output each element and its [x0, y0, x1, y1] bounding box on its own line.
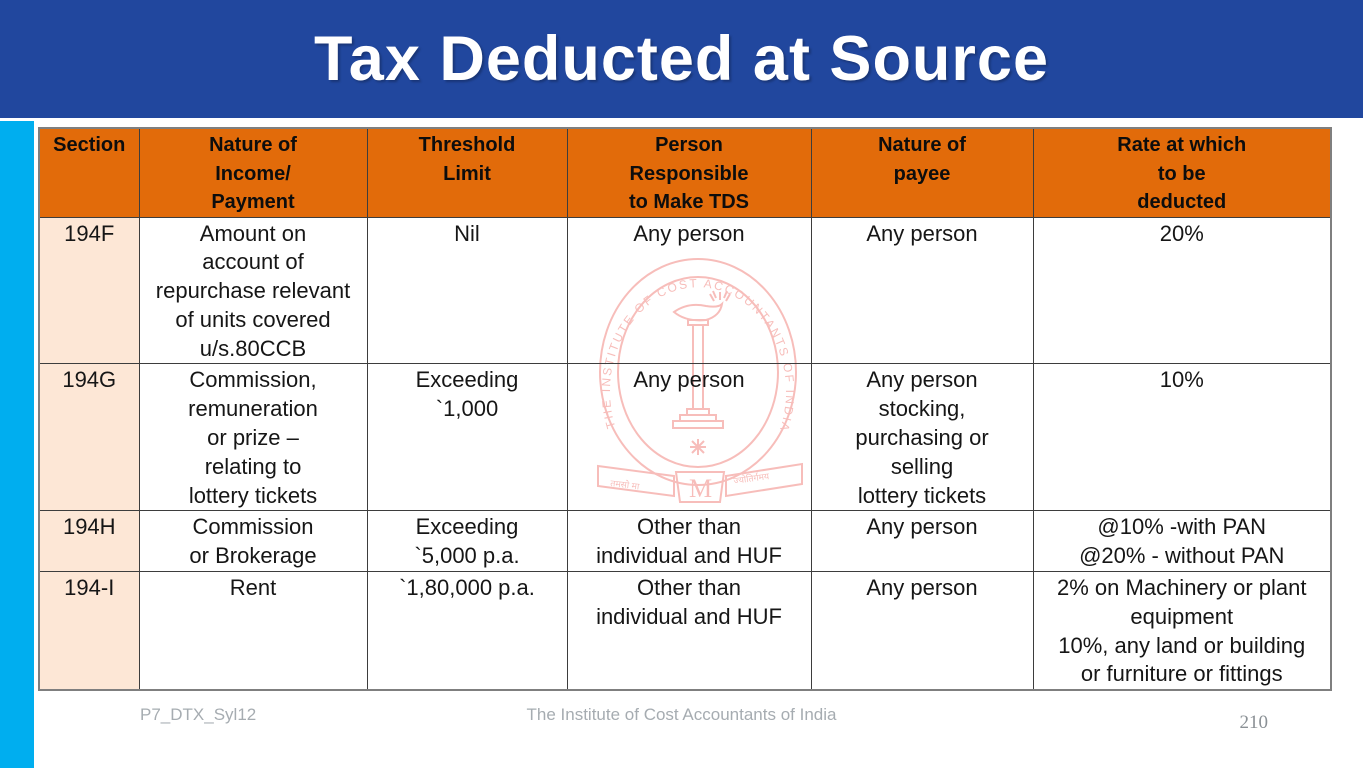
title-banner: Tax Deducted at Source	[0, 0, 1363, 118]
column-header-threshold-limit: Threshold Limit	[366, 127, 568, 218]
section-cell: 194G	[38, 363, 140, 512]
table-row: 194-I Rent `1,80,000 p.a. Other than ind…	[38, 571, 1332, 691]
rate-cell: 10%	[1032, 363, 1332, 512]
person-responsible-cell: Any person	[566, 216, 812, 365]
rate-cell: @10% -with PAN @20% - without PAN	[1032, 510, 1332, 573]
nature-of-payee-cell: Any person	[810, 216, 1034, 365]
section-cell: 194F	[38, 216, 140, 365]
tds-table: Section Nature of Income/ Payment Thresh…	[38, 127, 1332, 692]
section-cell: 194H	[38, 510, 140, 573]
threshold-limit-cell: Nil	[366, 216, 568, 365]
table-row: 194F Amount on account of repurchase rel…	[38, 216, 1332, 365]
column-header-person-responsible: Person Responsible to Make TDS	[566, 127, 812, 218]
nature-of-payee-cell: Any person	[810, 510, 1034, 573]
nature-of-income-cell: Amount on account of repurchase relevant…	[138, 216, 368, 365]
nature-of-income-cell: Rent	[138, 571, 368, 691]
tds-table-container: Section Nature of Income/ Payment Thresh…	[38, 127, 1332, 692]
nature-of-income-cell: Commission, remuneration or prize – rela…	[138, 363, 368, 512]
slide-title: Tax Deducted at Source	[313, 24, 1050, 94]
threshold-limit-cell: Exceeding `1,000	[366, 363, 568, 512]
nature-of-income-cell: Commission or Brokerage	[138, 510, 368, 573]
table-header-row: Section Nature of Income/ Payment Thresh…	[38, 127, 1332, 218]
section-cell: 194-I	[38, 571, 140, 691]
threshold-limit-cell: `1,80,000 p.a.	[366, 571, 568, 691]
column-header-section: Section	[38, 127, 140, 218]
column-header-nature-of-income: Nature of Income/ Payment	[138, 127, 368, 218]
column-header-nature-of-payee: Nature of payee	[810, 127, 1034, 218]
footer-course-code: P7_DTX_Syl12	[140, 705, 257, 724]
threshold-limit-cell: Exceeding `5,000 p.a.	[366, 510, 568, 573]
accent-stripe	[0, 121, 34, 768]
table-row: 194G Commission, remuneration or prize –…	[38, 363, 1332, 512]
person-responsible-cell: Other than individual and HUF	[566, 510, 812, 573]
rate-cell: 20%	[1032, 216, 1332, 365]
person-responsible-cell: Other than individual and HUF	[566, 571, 812, 691]
nature-of-payee-cell: Any person stocking, purchasing or selli…	[810, 363, 1034, 512]
person-responsible-cell: Any person	[566, 363, 812, 512]
footer-institute-name: The Institute of Cost Accountants of Ind…	[526, 705, 837, 724]
table-row: 194H Commission or Brokerage Exceeding `…	[38, 510, 1332, 573]
rate-cell: 2% on Machinery or plant equipment 10%, …	[1032, 571, 1332, 691]
column-header-rate: Rate at which to be deducted	[1032, 127, 1332, 218]
nature-of-payee-cell: Any person	[810, 571, 1034, 691]
footer-page-number: 210	[1239, 712, 1269, 733]
